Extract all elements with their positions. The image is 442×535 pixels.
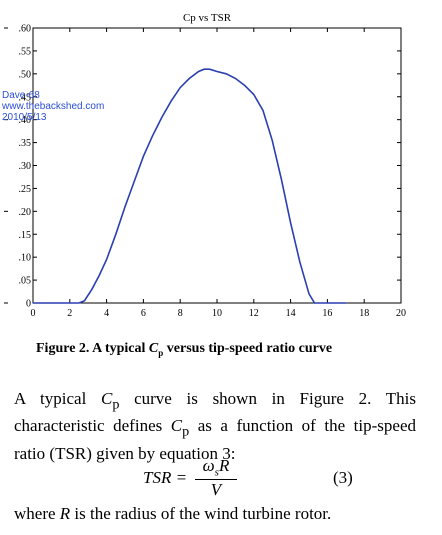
watermark-name: Dave-68 (2, 90, 40, 101)
y-tick-label: .40 (19, 115, 32, 126)
y-tick-label: .60 (19, 24, 32, 35)
x-axis: 0 2 4 6 8 10 12 14 16 18 20 (31, 28, 406, 319)
y-tick-label: .15 (19, 230, 32, 241)
equation-numerator: ωsR (195, 456, 237, 481)
body-paragraph: A typical Cp curve is shown in Figure 2.… (14, 389, 416, 463)
watermark-url: www.thebackshed.com (2, 101, 105, 112)
x-tick-label: 6 (141, 308, 146, 319)
watermark-date: 2010/5/13 (2, 112, 47, 123)
x-tick-label: 8 (178, 308, 183, 319)
equation-fraction: ωsR V (195, 456, 237, 500)
y-tick-label: .55 (19, 46, 32, 57)
equation-denominator: V (210, 480, 222, 500)
equation-number: (3) (333, 468, 353, 487)
figure-caption: Figure 2. A typical Cp versus tip-speed … (36, 341, 333, 358)
cp-curve (33, 68, 346, 304)
x-tick-label: 12 (249, 308, 259, 319)
x-tick-label: 0 (31, 308, 36, 319)
tsr-equation: TSR = ωsR V (3) (143, 456, 363, 500)
y-tick-label: .20 (19, 207, 32, 218)
y-axis: 0 .05 .10 .15 .20 .25 .30 .35 .40 .45 .50 .55 .60 (19, 24, 401, 310)
plot-frame (32, 27, 402, 304)
y-tick-label: .45 (19, 92, 32, 103)
y-tick-label: .50 (19, 69, 32, 80)
x-tick-label: 16 (322, 308, 332, 319)
y-tick-label: .10 (19, 253, 32, 264)
x-tick-label: 2 (67, 308, 72, 319)
x-tick-label: 10 (212, 308, 222, 319)
y-tick-label: .30 (19, 161, 32, 172)
cp-vs-tsr-chart: Cp vs TSR 0 2 4 6 8 10 12 14 16 18 20 0 .05 .10 .15 .2… (4, 12, 406, 319)
x-tick-label: 20 (396, 308, 406, 319)
y-tick-label: .05 (19, 276, 32, 287)
x-tick-label: 14 (286, 308, 296, 319)
y-tick-label: .25 (19, 184, 32, 195)
chart-title: Cp vs TSR (183, 12, 232, 24)
y-tick-label: .35 (19, 138, 32, 149)
margin-dashes (4, 27, 8, 304)
x-tick-label: 18 (359, 308, 369, 319)
closing-sentence: where R is the radius of the wind turbin… (14, 504, 332, 523)
equation-lhs: TSR = (143, 468, 188, 487)
x-tick-label: 4 (104, 308, 109, 319)
y-tick-label: 0 (26, 299, 31, 310)
